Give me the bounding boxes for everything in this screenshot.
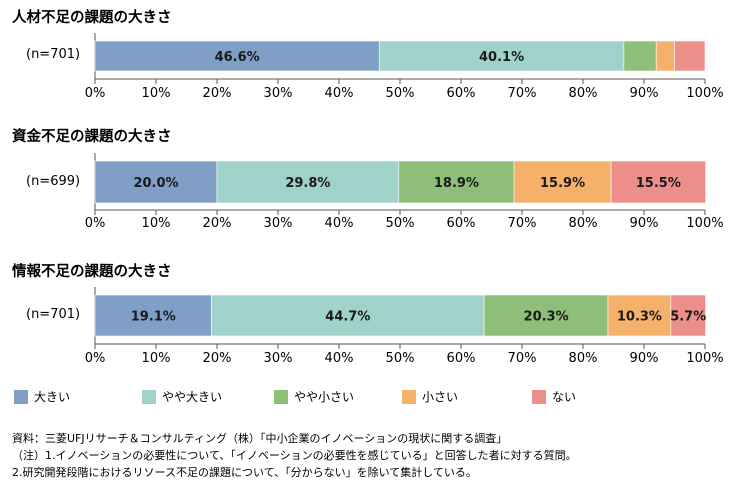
x-tick-label-talent: 20% xyxy=(203,86,232,101)
x-tick-label-info: 40% xyxy=(325,351,354,366)
legend-label-large: 大きい xyxy=(34,390,71,404)
x-tick-label-talent: 50% xyxy=(386,86,415,101)
x-tick-label-funds: 30% xyxy=(264,216,293,231)
x-tick-label-talent: 70% xyxy=(508,86,537,101)
category-label-funds: (n=699) xyxy=(26,174,81,189)
x-tick-label-info: 0% xyxy=(85,351,106,366)
x-tick-label-funds: 0% xyxy=(85,216,106,231)
data-label-info: 10.3% xyxy=(617,310,662,325)
bar-segment-funds xyxy=(216,160,400,204)
data-label-funds: 15.5% xyxy=(636,176,681,191)
legend-item-none: ない xyxy=(532,388,576,405)
legend-item-somewhat-large: やや大きい xyxy=(142,388,222,405)
legend-item-somewhat-small: やや小さい xyxy=(274,388,354,405)
x-tick-label-funds: 100% xyxy=(686,216,723,231)
bar-segment-talent xyxy=(623,40,657,72)
chart-title-funds: 資金不足の課題の大きさ xyxy=(12,129,172,145)
bar-segment-info xyxy=(211,294,485,337)
x-tick-label-info: 100% xyxy=(686,351,723,366)
legend-item-small: 小さい xyxy=(402,388,458,405)
legend-label-somewhat-small: やや小さい xyxy=(294,390,355,404)
legend-swatch-none xyxy=(532,389,546,404)
bar-segment-info xyxy=(483,294,609,337)
x-tick-label-info: 80% xyxy=(569,351,598,366)
legend-swatch-somewhat-large xyxy=(142,389,156,404)
bar-segment-info xyxy=(94,294,212,337)
x-tick-label-info: 70% xyxy=(508,351,537,366)
bar-segment-talent xyxy=(655,40,675,72)
data-label-info: 44.7% xyxy=(325,310,370,325)
bar-segment-info xyxy=(670,294,706,337)
x-tick-label-info: 10% xyxy=(142,351,171,366)
x-tick-label-talent: 30% xyxy=(264,86,293,101)
data-label-info: 19.1% xyxy=(131,310,176,325)
bar-segment-funds xyxy=(94,160,218,204)
data-label-funds: 15.9% xyxy=(540,176,585,191)
data-label-info: 20.3% xyxy=(524,310,569,325)
x-tick-label-talent: 80% xyxy=(569,86,598,101)
data-label-talent: 40.1% xyxy=(479,50,524,65)
x-tick-label-talent: 0% xyxy=(85,86,106,101)
bar-segment-funds xyxy=(513,160,612,204)
footnote-2: 2.研究開発段階におけるリソース不足の課題について、「分からない」を除いて集計し… xyxy=(12,466,477,479)
legend-swatch-large xyxy=(14,389,28,404)
data-label-talent: 46.6% xyxy=(215,50,260,65)
chart-title-talent: 人材不足の課題の大きさ xyxy=(12,10,172,26)
legend-label-none: ない xyxy=(552,390,577,404)
x-tick-label-funds: 80% xyxy=(569,216,598,231)
x-tick-label-funds: 40% xyxy=(325,216,354,231)
footnote-1: （注）1.イノベーションの必要性について、「イノベーションの必要性を感じている」… xyxy=(12,449,577,462)
legend-label-somewhat-large: やや大きい xyxy=(162,390,223,404)
source-note: 資料：三菱UFJリサーチ＆コンサルティング（株）「中小企業のイノベーションの現状… xyxy=(12,432,508,445)
legend-item-large: 大きい xyxy=(14,388,70,405)
x-tick-label-funds: 50% xyxy=(386,216,415,231)
x-tick-label-talent: 60% xyxy=(447,86,476,101)
x-tick-label-info: 20% xyxy=(203,351,232,366)
category-label-info: (n=701) xyxy=(26,307,81,322)
x-tick-label-funds: 10% xyxy=(142,216,171,231)
x-tick-label-funds: 20% xyxy=(203,216,232,231)
x-tick-label-talent: 40% xyxy=(325,86,354,101)
data-label-funds: 20.0% xyxy=(133,176,178,191)
bar-segment-talent xyxy=(94,40,380,72)
x-tick-label-talent: 90% xyxy=(630,86,659,101)
x-tick-label-info: 30% xyxy=(264,351,293,366)
data-label-info: 5.7% xyxy=(670,310,706,325)
bar-segment-info xyxy=(607,294,672,337)
x-tick-label-funds: 90% xyxy=(630,216,659,231)
legend-swatch-somewhat-small xyxy=(274,389,288,404)
bar-segment-talent xyxy=(378,40,625,72)
x-tick-label-funds: 60% xyxy=(447,216,476,231)
bar-segment-funds xyxy=(398,160,515,204)
chart-title-info: 情報不足の課題の大きさ xyxy=(12,264,172,280)
legend-label-small: 小さい xyxy=(422,390,459,404)
bar-segment-funds xyxy=(610,160,706,204)
x-tick-label-funds: 70% xyxy=(508,216,537,231)
category-label-talent: (n=701) xyxy=(26,47,81,62)
bar-segment-talent xyxy=(674,40,706,72)
x-tick-label-info: 60% xyxy=(447,351,476,366)
data-label-funds: 29.8% xyxy=(285,176,330,191)
x-tick-label-talent: 100% xyxy=(686,86,723,101)
legend-swatch-small xyxy=(402,389,416,404)
x-tick-label-info: 90% xyxy=(630,351,659,366)
data-label-funds: 18.9% xyxy=(434,176,479,191)
x-tick-label-info: 50% xyxy=(386,351,415,366)
x-tick-label-talent: 10% xyxy=(142,86,171,101)
